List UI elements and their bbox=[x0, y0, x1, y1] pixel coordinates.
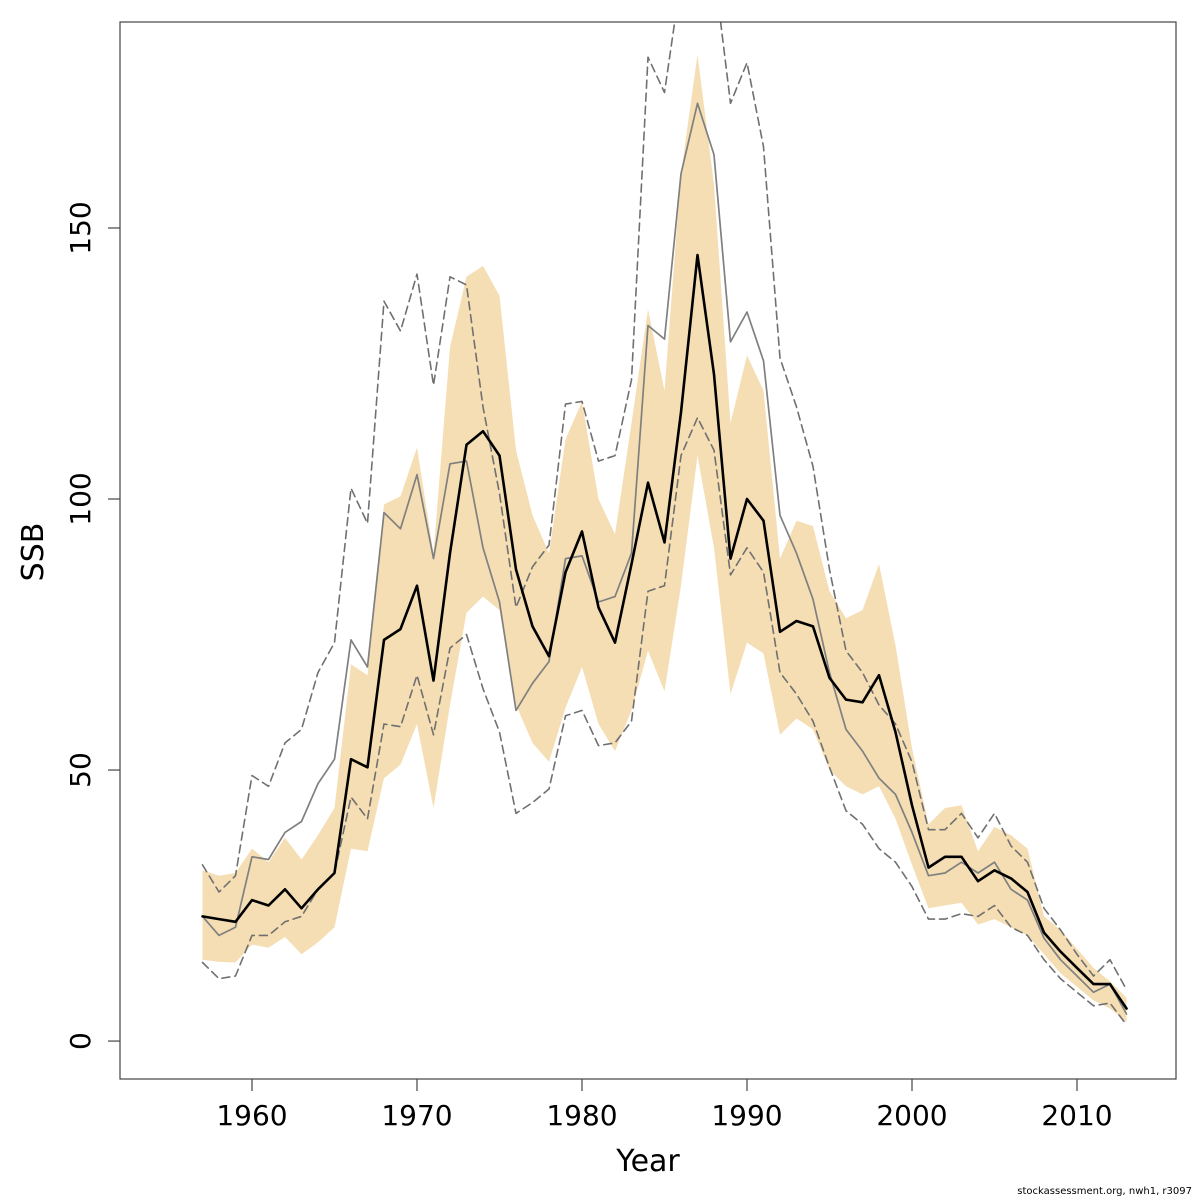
dashed-series-line bbox=[201, 22, 1128, 991]
x-tick-label: 1980 bbox=[546, 1099, 617, 1132]
dashed-series-line bbox=[201, 416, 1128, 1026]
x-tick-label: 2000 bbox=[876, 1099, 947, 1132]
x-tick-label: 1970 bbox=[381, 1099, 452, 1132]
credit-text: stockassessment.org, nwh1, r3097 bbox=[1017, 1186, 1192, 1197]
y-tick-label: 50 bbox=[64, 752, 97, 788]
grey-series-line bbox=[201, 102, 1128, 1015]
plot-frame bbox=[119, 21, 1177, 1080]
x-axis: 1960 1970 1980 1990 2000 2010 bbox=[216, 1079, 1113, 1132]
x-tick-label: 1960 bbox=[216, 1099, 287, 1132]
x-tick-label: 2010 bbox=[1041, 1099, 1112, 1132]
x-tick-label: 1990 bbox=[711, 1099, 782, 1132]
y-axis-title: SSB bbox=[16, 523, 51, 582]
x-axis-title: Year bbox=[615, 1144, 680, 1179]
y-axis: 0 50 100 150 bbox=[64, 201, 120, 1050]
estimate-series-line bbox=[201, 253, 1128, 1010]
y-tick-label: 150 bbox=[64, 201, 97, 254]
series-lines-layer bbox=[201, 22, 1128, 1026]
y-tick-label: 0 bbox=[64, 1032, 97, 1050]
y-tick-label: 100 bbox=[64, 472, 97, 525]
